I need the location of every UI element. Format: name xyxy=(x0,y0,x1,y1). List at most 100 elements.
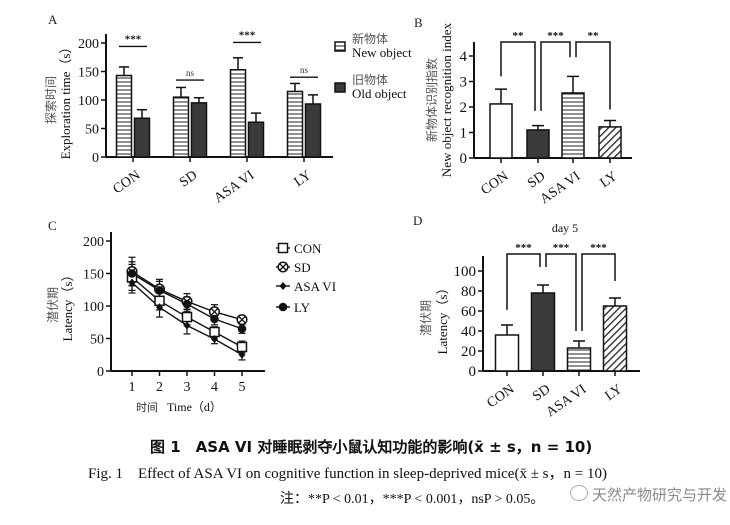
y-axis-label: Latency（s） xyxy=(60,269,75,342)
x-tick-label: 5 xyxy=(239,380,246,395)
data-point-con xyxy=(236,341,248,353)
data-point-sd-cross xyxy=(238,316,246,324)
y-axis-label-cn: 新物体识别指数 xyxy=(424,58,439,142)
bar xyxy=(494,334,520,372)
bar-new-object xyxy=(115,74,133,158)
panel-d-letter: D xyxy=(413,213,422,228)
data-point-ly xyxy=(155,286,164,295)
y-axis-label-cn: 潜伏期 xyxy=(419,300,433,336)
bar-new-object xyxy=(172,96,190,158)
chart-title: day 5 xyxy=(552,221,578,235)
comparison-bracket xyxy=(500,41,536,111)
x-category-label: SD xyxy=(177,168,200,191)
legend-label: New object xyxy=(352,45,412,60)
y-tick-label: 100 xyxy=(454,264,477,280)
x-tick-label: 2 xyxy=(156,380,163,395)
data-point-ly xyxy=(210,314,219,324)
significance-label: *** xyxy=(125,33,142,45)
comparison-label: ** xyxy=(513,30,525,42)
y-axis-label: Latency（s） xyxy=(435,282,450,355)
data-point-ly xyxy=(237,324,247,334)
x-tick-label: 4 xyxy=(211,380,218,395)
data-point-asa-vi xyxy=(156,303,163,312)
y-tick-label: 150 xyxy=(83,268,104,283)
comparison-bracket xyxy=(506,253,541,310)
y-axis-label: New object recognition index xyxy=(439,22,454,177)
y-tick-label: 200 xyxy=(78,37,99,52)
y-tick-label: 0 xyxy=(460,151,468,167)
x-category-label: SD xyxy=(530,382,553,405)
y-tick-label: 2 xyxy=(460,100,468,116)
significance-label: ns xyxy=(186,68,195,78)
y-axis-label: Exploration time（s） xyxy=(58,41,73,160)
comparison-label: *** xyxy=(547,30,564,42)
y-tick-label: 60 xyxy=(461,304,476,320)
x-axis-label: Time（d） xyxy=(167,400,222,414)
y-tick-label: 50 xyxy=(90,333,104,348)
data-point-asa-vi xyxy=(128,278,136,287)
legend-marker xyxy=(279,282,287,290)
comparison-bracket xyxy=(545,253,577,331)
data-point-ly xyxy=(182,299,192,309)
legend-swatch xyxy=(334,82,346,93)
legend-label: LY xyxy=(294,300,311,315)
bar xyxy=(602,305,628,372)
bar-old-object xyxy=(190,102,208,158)
y-tick-label: 40 xyxy=(461,324,476,340)
x-category-label: LY xyxy=(598,169,621,191)
y-tick-label: 50 xyxy=(85,123,99,138)
x-category-label: CON xyxy=(484,382,517,411)
legend-swatch xyxy=(334,41,346,52)
x-category-label: SD xyxy=(525,169,548,192)
bar-new-object xyxy=(229,69,247,158)
bar-old-object xyxy=(247,121,265,158)
y-tick-label: 0 xyxy=(469,364,477,380)
bar xyxy=(530,292,556,372)
panel-a-chart: 0 50 100 150 200 探索时间 Exploration time（s） *** CO… xyxy=(44,29,412,206)
x-axis-label-cn: 时间 xyxy=(136,401,158,414)
panel-a-letter: A xyxy=(48,12,58,27)
panel-b-letter: B xyxy=(414,15,423,30)
y-tick-label: 0 xyxy=(97,365,104,380)
x-category-label: CON xyxy=(110,168,143,197)
wechat-icon xyxy=(570,485,588,501)
y-tick-label: 80 xyxy=(461,284,476,300)
x-tick-label: 3 xyxy=(184,380,191,395)
legend-marker xyxy=(277,242,289,254)
caption-english: Fig. 1 Effect of ASA VI on cognitive fun… xyxy=(88,466,607,482)
y-tick-label: 100 xyxy=(83,300,104,315)
watermark-text: 天然产物研究与开发 xyxy=(592,486,728,504)
panel-b-chart: 0 1 2 3 4 新物体识别指数 New object recognition index… xyxy=(424,22,632,207)
x-category-label: ASA VI xyxy=(538,169,584,207)
comparison-label: *** xyxy=(590,242,607,254)
data-point-asa-vi xyxy=(238,350,246,359)
data-point-asa-vi xyxy=(183,321,191,330)
x-tick-label: 1 xyxy=(129,380,136,395)
x-category-label: LY xyxy=(292,168,315,190)
y-tick-label: 200 xyxy=(83,235,104,250)
comparison-label: *** xyxy=(553,242,570,254)
y-tick-label: 0 xyxy=(92,151,99,166)
comparison-label: ** xyxy=(588,30,600,42)
x-category-label: LY xyxy=(603,382,626,404)
x-category-label: CON xyxy=(478,169,511,198)
legend-label: CON xyxy=(294,241,322,256)
y-tick-label: 100 xyxy=(78,94,99,109)
comparison-bracket xyxy=(581,253,616,331)
bar xyxy=(526,129,550,159)
legend-label: Old object xyxy=(352,86,407,101)
data-point-ly xyxy=(127,269,137,278)
bar-new-object xyxy=(286,90,304,158)
comparison-bracket xyxy=(575,41,611,110)
y-tick-label: 1 xyxy=(460,126,468,142)
data-point-sd-cross xyxy=(211,308,218,316)
data-point-asa-vi xyxy=(211,335,218,344)
legend-label: SD xyxy=(294,260,311,275)
y-tick-label: 4 xyxy=(460,49,468,65)
significance-label: *** xyxy=(239,29,256,41)
bar xyxy=(489,103,513,159)
bar xyxy=(561,92,585,159)
x-category-label: ASA VI xyxy=(212,168,258,206)
y-tick-label: 20 xyxy=(461,344,476,360)
bar-old-object xyxy=(133,117,151,158)
